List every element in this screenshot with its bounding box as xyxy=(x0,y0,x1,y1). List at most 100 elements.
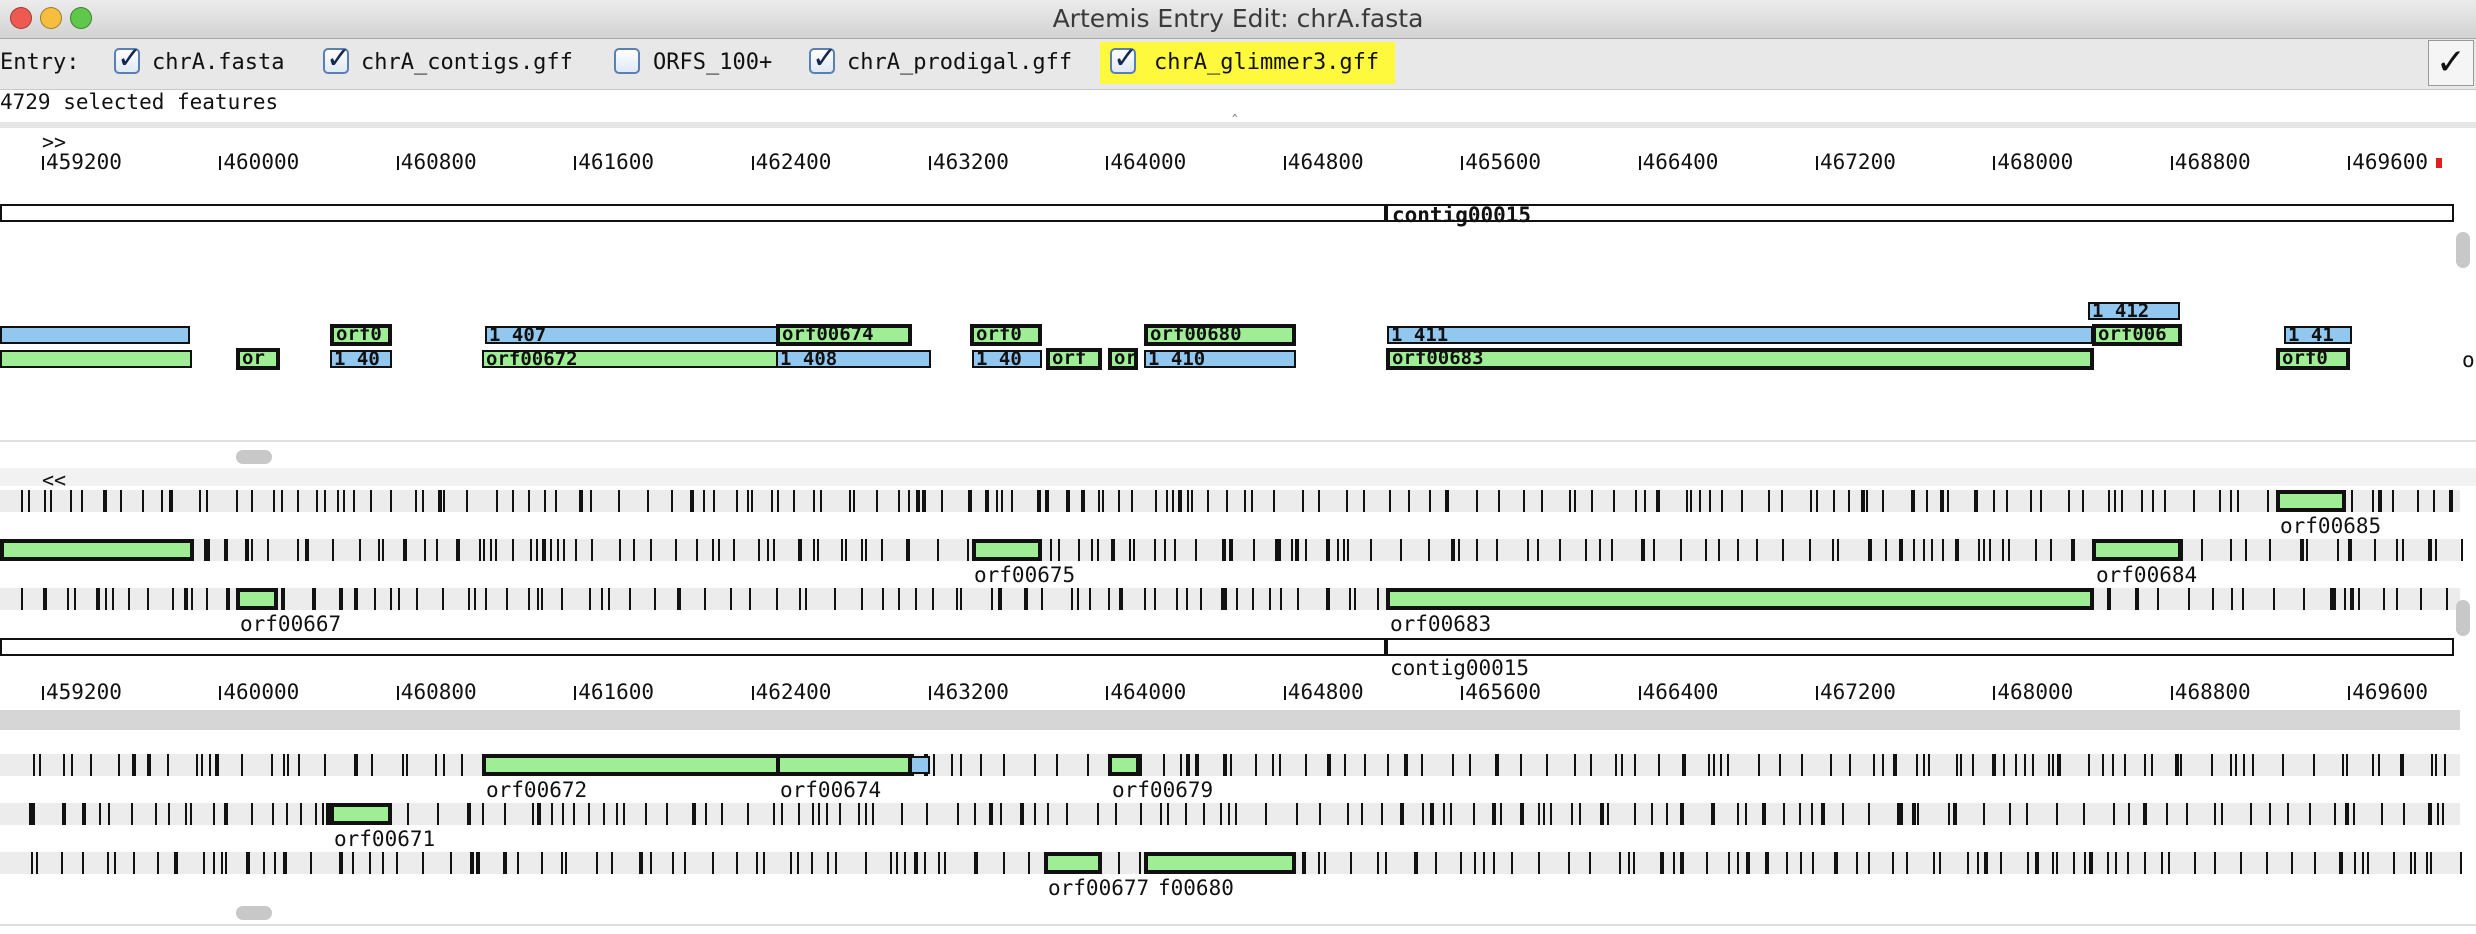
feature[interactable]: orf006 xyxy=(2092,324,2182,346)
stop-codon-mark xyxy=(1619,852,1621,874)
stop-codon-mark xyxy=(2460,852,2462,874)
feature[interactable]: orf0 xyxy=(330,324,392,346)
stop-codon-mark xyxy=(960,754,962,776)
contig-base-view[interactable] xyxy=(0,638,1386,656)
apply-button[interactable]: ✓ xyxy=(2428,40,2474,86)
stop-codon-mark xyxy=(407,803,409,825)
entry-name-orfs[interactable]: ORFS_100+ xyxy=(653,50,773,75)
entry-checkbox-chrA-prodigal[interactable]: ✓ xyxy=(809,41,837,76)
feature[interactable]: 1 40 xyxy=(330,350,392,368)
stop-codon-mark xyxy=(537,803,541,825)
feature[interactable]: 1 412 xyxy=(2088,302,2180,320)
entry-checkbox-chrA-glimmer3[interactable]: ✓ xyxy=(1110,41,1138,76)
stop-codon-mark xyxy=(1680,539,1682,561)
stop-codon-mark xyxy=(811,852,813,874)
minimize-window-button[interactable] xyxy=(40,7,62,29)
stop-codon-mark xyxy=(1613,490,1615,512)
contig-forward[interactable] xyxy=(0,204,1386,222)
feature-view-horizontal-scrollbar[interactable] xyxy=(236,450,272,464)
stop-codon-mark xyxy=(67,588,69,610)
base-feature[interactable] xyxy=(2276,490,2346,512)
base-feature[interactable] xyxy=(330,803,392,825)
stop-codon-mark xyxy=(1131,490,1133,512)
entry-checkbox-chrA-contigs[interactable]: ✓ xyxy=(323,41,351,76)
stop-codon-mark xyxy=(1953,803,1957,825)
stop-codon-mark xyxy=(1868,803,1870,825)
base-feature[interactable] xyxy=(1386,588,2094,610)
feature[interactable]: orf00674 xyxy=(776,324,912,346)
stop-codon-mark xyxy=(1901,803,1903,825)
feature[interactable] xyxy=(0,350,192,368)
base-feature[interactable] xyxy=(2092,539,2182,561)
feature[interactable]: 1 408 xyxy=(776,350,931,368)
stop-codon-mark xyxy=(474,588,476,610)
feature[interactable]: or xyxy=(236,348,280,370)
entry-name-chrA-contigs[interactable]: chrA_contigs.gff xyxy=(361,50,573,75)
scroll-left-marker[interactable]: << xyxy=(42,468,67,492)
feature[interactable] xyxy=(0,326,190,344)
stop-codon-mark xyxy=(551,803,553,825)
contig-forward-next[interactable]: contig00015 xyxy=(1386,203,2454,227)
feature[interactable]: or xyxy=(1108,348,1138,370)
stop-codon-mark xyxy=(1363,490,1365,512)
stop-codon-mark xyxy=(297,539,299,561)
feature[interactable]: orf00680 xyxy=(1144,324,1296,346)
stop-codon-mark xyxy=(2030,490,2032,512)
scroll-right-marker[interactable]: >> xyxy=(42,130,67,154)
splitter-handle[interactable]: ˆ xyxy=(1230,112,1240,131)
base-ruler-tick xyxy=(42,686,44,700)
stop-codon-mark xyxy=(1077,588,1079,610)
base-feature[interactable] xyxy=(0,539,194,561)
entry-name-chrA-glimmer3[interactable]: chrA_glimmer3.gff xyxy=(1154,50,1380,75)
feature[interactable]: orf0 xyxy=(970,324,1042,346)
feature[interactable]: orf0 xyxy=(2276,348,2350,370)
entry-checkbox-orfs[interactable] xyxy=(614,48,640,74)
close-window-button[interactable] xyxy=(10,7,32,29)
feature[interactable]: 1 407 xyxy=(485,326,780,344)
stop-codon-mark xyxy=(1906,852,1908,874)
stop-codon-mark xyxy=(2024,754,2026,776)
base-feature[interactable] xyxy=(1108,754,1140,776)
entry-name-chrA-fasta[interactable]: chrA.fasta xyxy=(152,50,285,75)
stop-codon-mark xyxy=(712,539,714,561)
feature-ruler-tick xyxy=(1283,156,1286,170)
zoom-window-button[interactable] xyxy=(70,7,92,29)
feature[interactable]: 1 410 xyxy=(1144,350,1296,368)
base-feature[interactable] xyxy=(776,754,912,776)
stop-codon-mark xyxy=(1226,490,1228,512)
stop-codon-mark xyxy=(2291,852,2293,874)
stop-codon-mark xyxy=(1511,852,1513,874)
base-feature[interactable] xyxy=(910,756,930,774)
stop-codon-mark xyxy=(1302,490,1304,512)
stop-codon-mark xyxy=(107,852,109,874)
contig-base-view-next[interactable] xyxy=(1386,638,2454,656)
feature[interactable]: orf xyxy=(1046,348,1102,370)
stop-codon-mark xyxy=(1178,490,1182,512)
stop-codon-mark xyxy=(450,852,452,874)
entry-checkbox-chrA-fasta[interactable]: ✓ xyxy=(114,41,142,76)
stop-codon-mark xyxy=(352,852,354,874)
feature[interactable]: 1 41 xyxy=(2284,326,2352,344)
base-ruler-label: 464800 xyxy=(1287,680,1364,704)
stop-codon-mark xyxy=(224,539,228,561)
base-feature[interactable] xyxy=(972,539,1042,561)
stop-codon-mark xyxy=(155,803,157,825)
base-view-vertical-scrollbar[interactable] xyxy=(2456,600,2470,636)
base-feature[interactable] xyxy=(482,754,780,776)
feature[interactable]: orf00672 xyxy=(482,350,780,368)
stop-codon-mark xyxy=(776,588,778,610)
entry-name-chrA-prodigal[interactable]: chrA_prodigal.gff xyxy=(847,50,1073,75)
base-feature[interactable] xyxy=(236,588,278,610)
stop-codon-mark xyxy=(1476,490,1478,512)
base-feature[interactable] xyxy=(1144,852,1296,874)
base-feature[interactable] xyxy=(1044,852,1102,874)
feature[interactable]: 1 40 xyxy=(972,350,1042,368)
feature[interactable]: 1 411 xyxy=(1387,326,2093,344)
stop-codon-mark xyxy=(798,803,800,825)
stop-codon-mark xyxy=(2166,803,2168,825)
stop-codon-mark xyxy=(603,803,605,825)
feature[interactable]: orf00683 xyxy=(1386,348,2094,370)
stop-codon-mark xyxy=(241,754,243,776)
feature-view-vertical-scrollbar[interactable] xyxy=(2456,232,2470,268)
base-view-horizontal-scrollbar[interactable] xyxy=(236,906,272,920)
